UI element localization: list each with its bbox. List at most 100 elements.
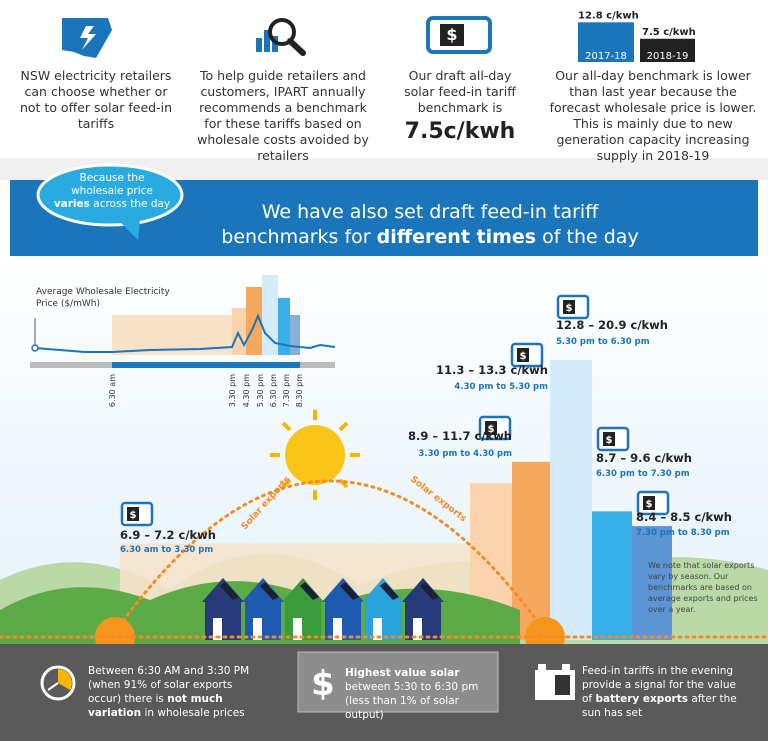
solar-panel — [340, 582, 359, 600]
comparison-bar — [640, 38, 695, 62]
house-body — [205, 600, 241, 640]
tariff-period: 6.30 pm to 7.30 pm — [596, 469, 690, 479]
intro-lower: Our all-day benchmark is lower than last… — [549, 68, 757, 163]
footer-bold: battery exports — [595, 693, 688, 705]
time-label: 8.30 pm — [295, 374, 304, 407]
banner-after: of the day — [542, 226, 639, 248]
bolt-icon — [80, 26, 96, 50]
footer-bold: not much variation — [88, 693, 223, 719]
benchmark-comparison: 12.8 c/kwh 2017-18 7.5 c/kwh 2018-19 — [578, 10, 696, 62]
footer-after: in wholesale prices — [144, 707, 245, 719]
footer-bold: Highest value solar — [345, 667, 460, 679]
time-label: 5.30 pm — [256, 374, 265, 407]
comparison-year: 2018-19 — [647, 51, 689, 62]
icon-symbol: $ — [446, 25, 457, 44]
house-door — [373, 618, 382, 640]
price-chart — [30, 275, 336, 368]
intro-retailers: NSW electricity retailers can choose whe… — [19, 68, 173, 131]
dollar-tag-icon: $ — [120, 501, 154, 527]
dollar-card-icon: $ — [426, 16, 492, 54]
tag-symbol: $ — [606, 435, 613, 446]
house-door — [293, 618, 302, 640]
speech-bubble — [36, 163, 184, 227]
bubble-tail — [120, 220, 140, 240]
divider — [0, 158, 768, 180]
tag-symbol: $ — [566, 303, 573, 314]
footer-battery: Feed-in tariffs in the evening provide a… — [582, 664, 742, 720]
tariff-bar — [550, 359, 592, 640]
tariff-bar — [632, 526, 672, 640]
intro-benchmark: Our draft all-day solar feed-in tariff b… — [392, 68, 528, 146]
house-body — [245, 600, 281, 640]
dollar-tag-icon: $ — [636, 490, 670, 516]
tariff-period: 6.30 am to 3.30 pm — [120, 545, 214, 555]
clock-icon — [40, 665, 76, 701]
house-body — [405, 600, 441, 640]
benchmark-text: Our draft all-day solar feed-in tariff b… — [404, 68, 516, 115]
bubble-before: Because the wholesale price — [71, 172, 153, 197]
tariff-label: 12.8 – 20.9 c/kwh — [556, 318, 668, 332]
battery-icon — [535, 664, 575, 700]
tag-symbol: $ — [646, 499, 653, 510]
footer-variation: Between 6:30 AM and 3:30 PM (when 91% of… — [88, 664, 268, 720]
house-body — [285, 600, 321, 640]
bubble-bold: varies — [53, 198, 90, 210]
dollar-tag-icon: $ — [510, 342, 544, 368]
comparison-value: 7.5 c/kwh — [642, 27, 696, 38]
house-door — [413, 618, 422, 640]
tag-face — [603, 432, 615, 446]
tariff-period: 3.30 pm to 4.30 pm — [418, 449, 512, 459]
dollar-icon: $ — [311, 664, 335, 704]
banner-line2: benchmarks for different times of the da… — [190, 225, 670, 250]
house-door — [213, 618, 222, 640]
banner-line1: We have also set draft feed-in tariff — [261, 201, 599, 223]
tag-symbol: $ — [488, 424, 495, 435]
tag-face — [643, 496, 655, 510]
magnifier-icon — [256, 18, 306, 56]
highlight-panel — [297, 651, 499, 713]
footer-highest: Highest value solar between 5:30 to 6:30 … — [345, 666, 495, 722]
time-label: 7.30 pm — [282, 374, 291, 407]
solar-panel — [220, 582, 239, 600]
dollar-tag-icon: $ — [596, 426, 630, 452]
comparison-value: 12.8 c/kwh — [578, 10, 639, 21]
house-body — [325, 600, 361, 640]
comparison-bar — [578, 22, 634, 62]
time-label: 6.30 am — [108, 374, 117, 407]
solar-panel — [420, 582, 439, 600]
tag-face — [517, 348, 529, 362]
tag-face — [563, 300, 575, 314]
house-door — [253, 618, 262, 640]
tariff-label: 6.9 – 7.2 c/kwh — [120, 528, 216, 542]
footer-before: Feed-in tariffs in the evening provide a… — [582, 665, 736, 705]
tariff-label: 8.9 – 11.7 c/kwh — [408, 429, 512, 443]
banner-heading: We have also set draft feed-in tariff be… — [190, 200, 670, 250]
tariff-label: 11.3 – 13.3 c/kwh — [436, 363, 548, 377]
footer-before: Between 6:30 AM and 3:30 PM (when 91% of… — [88, 665, 250, 705]
price-chart-title: Average Wholesale Electricity Price ($/m… — [36, 287, 170, 309]
tariff-bar — [592, 511, 632, 640]
footer-after: after the sun has set — [582, 693, 737, 719]
note: We note that solar exports vary by seaso… — [648, 561, 758, 614]
bubble-after: across the day — [93, 198, 171, 210]
solar-panel — [300, 582, 319, 600]
tag-face — [127, 507, 139, 521]
solar-panel — [260, 582, 279, 600]
dollar-tag-icon: $ — [556, 294, 590, 320]
banner-before: benchmarks for — [221, 226, 371, 248]
dollar-tag-icon: $ — [478, 415, 512, 441]
footer-after: between 5:30 to 6:30 pm (less than 1% of… — [345, 681, 479, 721]
tariff-label: 8.4 – 8.5 c/kwh — [636, 510, 732, 524]
solar-panel — [380, 582, 399, 600]
bubble-text: Because the wholesale price varies acros… — [52, 172, 172, 211]
tariff-period: 7.30 pm to 8.30 pm — [636, 528, 730, 538]
banner-bold: different times — [376, 226, 537, 248]
benchmark-value: 7.5c/kwh — [404, 119, 516, 144]
tag-symbol: $ — [520, 351, 527, 362]
comparison-year: 2017-18 — [585, 51, 627, 62]
tariff-period: 5.30 pm to 6.30 pm — [556, 337, 650, 347]
solar-arc — [113, 479, 547, 634]
tag-symbol: $ — [130, 510, 137, 521]
